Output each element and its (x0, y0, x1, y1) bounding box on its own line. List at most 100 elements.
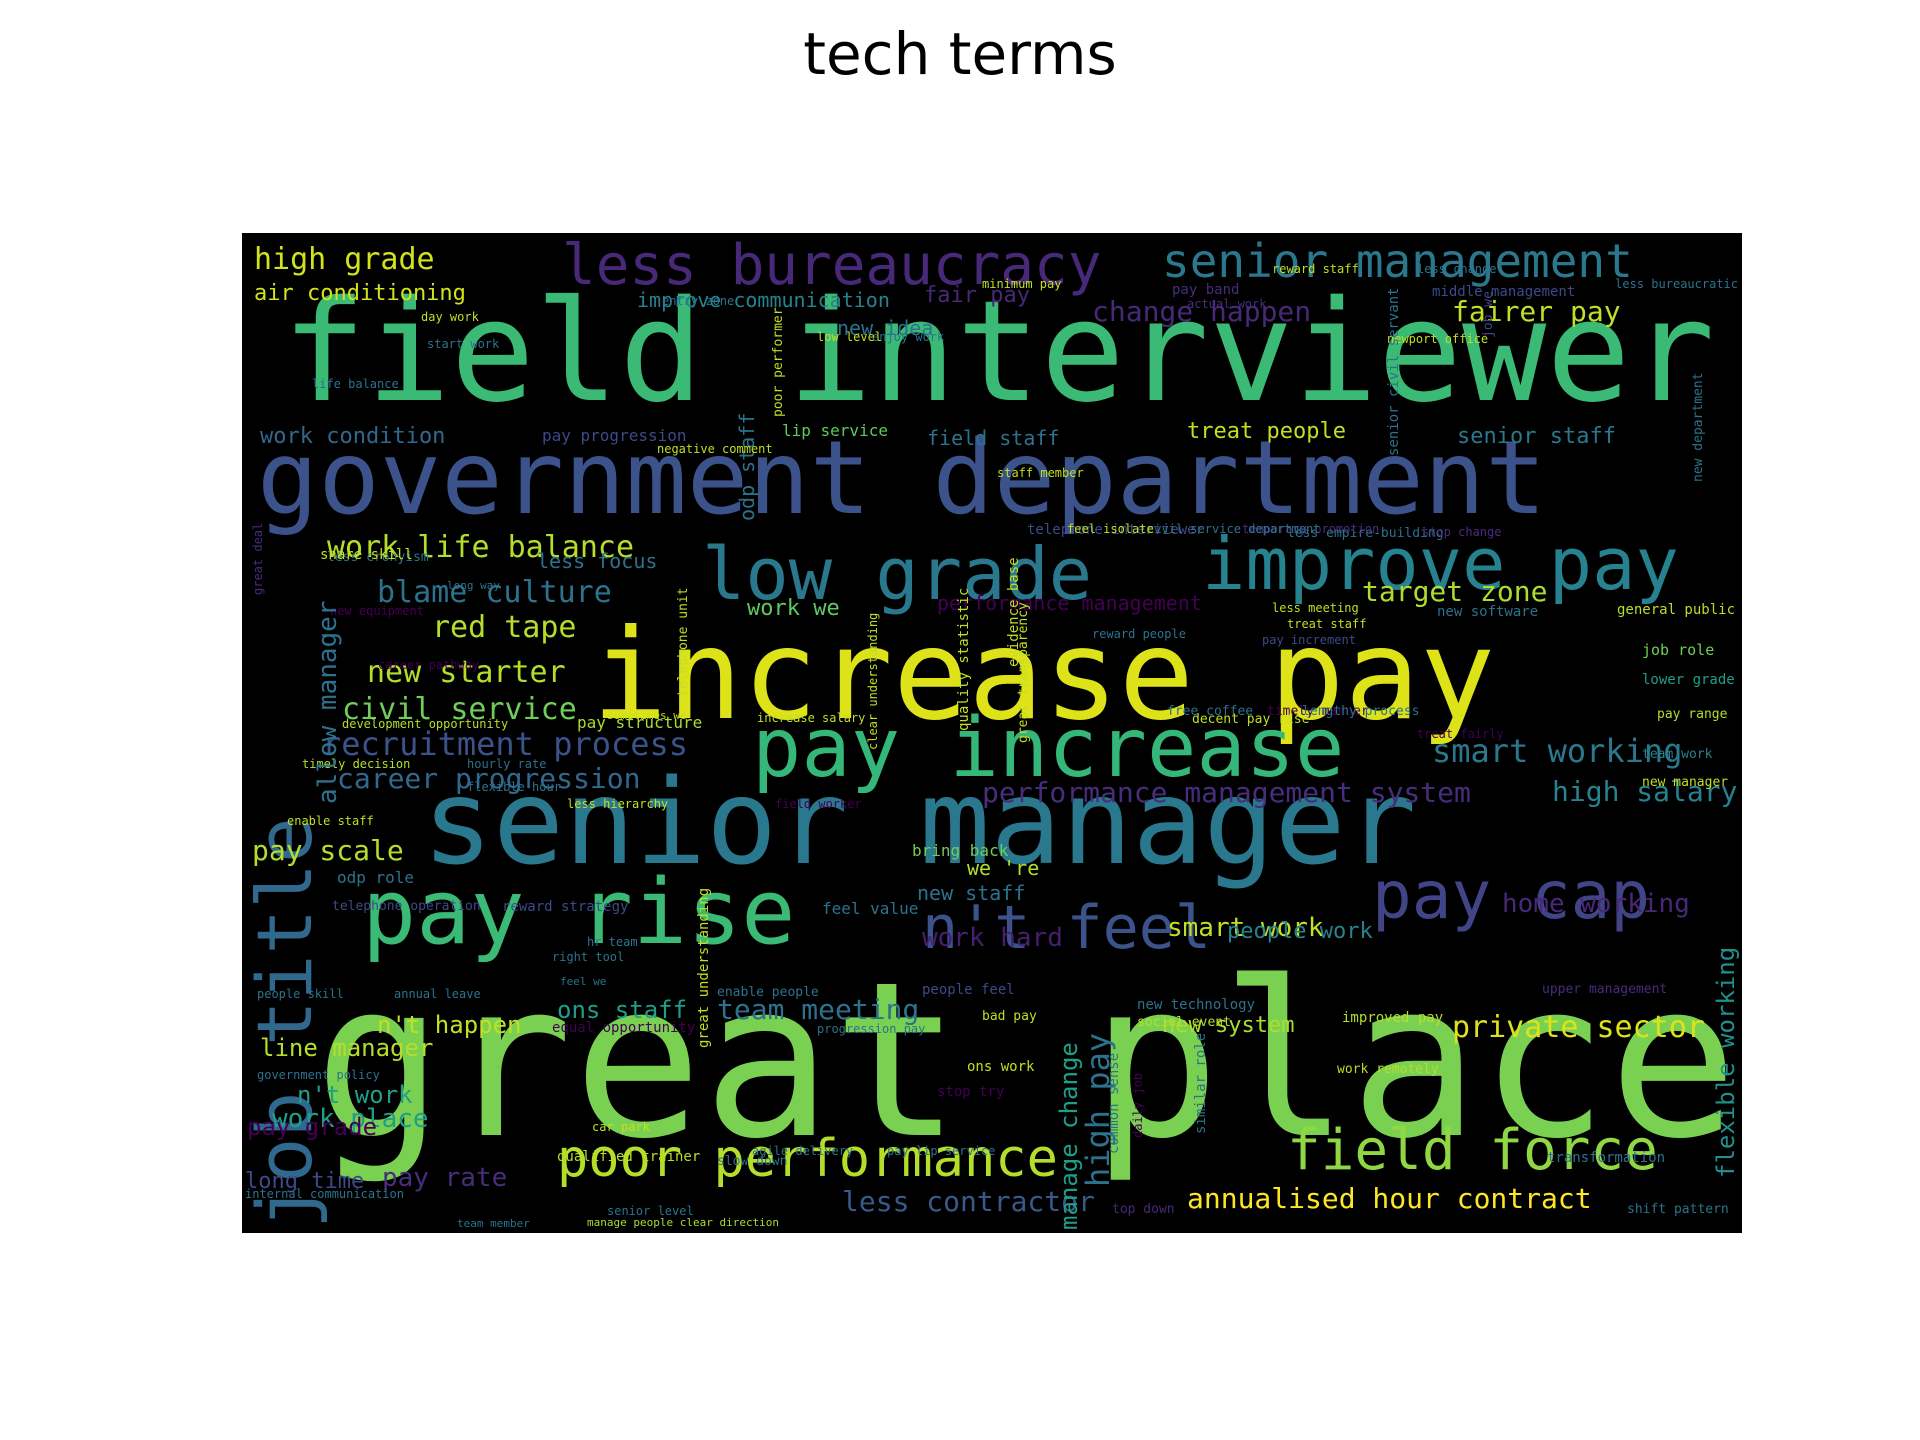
word-cloud-term: car park (592, 1120, 650, 1134)
word-cloud-term: flexible working (1712, 947, 1740, 1179)
word-cloud-term: pay scale (252, 834, 404, 867)
word-cloud-term: work we (747, 596, 840, 621)
word-cloud-term: equal opportunity (552, 1020, 696, 1036)
word-cloud-term: civil service department (1147, 522, 1321, 536)
word-cloud-term: great understanding (696, 887, 712, 1048)
word-cloud-term: smart work (1167, 913, 1324, 943)
word-cloud-term: job title (242, 817, 329, 1229)
word-cloud-term: great transparency (1016, 602, 1031, 744)
word-cloud-term: free coffee (1167, 704, 1254, 719)
word-cloud-term: day work (421, 310, 479, 324)
word-cloud-term: new system (1162, 1013, 1295, 1038)
word-cloud-term: shift pattern (1627, 1202, 1729, 1217)
word-cloud-term: minimum pay (982, 277, 1062, 291)
word-cloud-term: slow down (717, 1154, 788, 1169)
word-cloud-term: poor performer (771, 307, 786, 418)
word-cloud-term: share skill (320, 547, 413, 563)
word-cloud-term: team member (457, 1217, 530, 1230)
word-cloud-term: government policy (257, 1068, 380, 1082)
word-cloud-term: enable people (717, 985, 819, 1000)
word-cloud-term: clear understanding (866, 612, 880, 750)
word-cloud-term: people feel (922, 982, 1015, 998)
word-cloud-term: telephone interviewer (1027, 522, 1205, 538)
word-cloud-term: ons work (967, 1059, 1035, 1075)
word-cloud-term: great place (314, 935, 1738, 1186)
word-cloud-term: treat people (1187, 419, 1346, 444)
word-cloud-term: top down (1112, 1202, 1175, 1217)
word-cloud-term: new equipment (330, 604, 424, 618)
word-cloud-term: team meeting (717, 993, 920, 1026)
word-cloud-term: common sense (1106, 1052, 1122, 1154)
word-cloud-term: smart working (1432, 732, 1683, 770)
word-cloud-term: lower grade (1642, 672, 1735, 688)
word-cloud-term: less empire-building (1287, 526, 1444, 541)
word-cloud-term: odp role (337, 868, 415, 887)
word-cloud-term: stop try (937, 1084, 1005, 1100)
word-cloud-term: reward strategy (502, 899, 629, 915)
word-cloud-term: lip service (782, 421, 888, 440)
word-cloud-term: civil service (342, 692, 577, 727)
word-cloud-term: pay cap (1372, 857, 1651, 934)
word-cloud-term: temporary promotion (1242, 522, 1380, 536)
word-cloud-term: senior level (607, 1204, 694, 1218)
word-cloud-term: treat staff (1287, 617, 1367, 631)
word-cloud-term: feel isolate (1067, 522, 1154, 536)
word-cloud-term: less bureaucracy (562, 233, 1102, 298)
word-cloud-term: line manager (260, 1034, 434, 1062)
word-cloud-term: blame culture (377, 575, 612, 610)
word-cloud-term: poor performance (557, 1129, 1058, 1189)
word-cloud-term: field interviewer (282, 271, 1715, 434)
word-cloud-term: work place (272, 1104, 429, 1134)
word-cloud-term: odp staff (735, 412, 759, 521)
word-cloud-term: career pathway (378, 658, 480, 672)
word-cloud-term: people work (1227, 919, 1373, 944)
word-cloud-term: feel value (822, 899, 919, 918)
word-cloud-term: internal communication (245, 1187, 404, 1201)
word-cloud-term: less focus (537, 549, 658, 573)
word-cloud-term: life balance (312, 377, 399, 391)
word-cloud-term: social event (1137, 1015, 1231, 1030)
word-cloud-term: less hierarchy (567, 797, 669, 811)
word-cloud-term: performance management system (982, 776, 1471, 809)
word-cloud-term: work condition (260, 424, 446, 449)
word-cloud-term: development opportunity (342, 717, 509, 731)
word-cloud-term: change happen (1092, 295, 1312, 328)
word-cloud-term: n't happen (377, 1011, 522, 1039)
word-cloud-term: less meeting (1272, 601, 1359, 615)
word-cloud-term: n't feel (922, 893, 1211, 963)
word-cloud-term: telephone unit (676, 587, 691, 698)
word-cloud-term: work hard (922, 923, 1063, 953)
word-cloud-term: similar role (1193, 1032, 1209, 1134)
word-cloud-term: new department (1691, 372, 1706, 483)
word-cloud-term: low level (817, 330, 883, 344)
word-cloud-term: job we (1481, 290, 1496, 338)
word-cloud-term: field staff (927, 426, 1060, 450)
word-cloud-term: pay increment (1262, 633, 1356, 647)
word-cloud-term: staff member (997, 466, 1084, 480)
word-cloud-term: home working (1502, 889, 1690, 919)
word-cloud-term: less contractor (842, 1185, 1095, 1218)
word-cloud-term: pay structure (577, 713, 703, 732)
word-cloud-term: decent pay rise (1192, 712, 1310, 727)
word-cloud-term: improve pay (1202, 522, 1679, 606)
word-cloud-term: lengthy process (1302, 704, 1420, 719)
word-cloud-term: hourly rate (467, 757, 547, 771)
word-cloud-term: team work (1642, 747, 1713, 762)
word-cloud-term: progression pay (817, 1022, 926, 1036)
word-cloud-term: low grade (702, 532, 1093, 616)
word-cloud-term: less change (1417, 262, 1497, 276)
word-cloud-term: negative comment (657, 442, 773, 456)
chart-title: tech terms (803, 20, 1117, 88)
word-cloud-term: long way (447, 579, 500, 592)
word-cloud-term: manage change (1055, 1042, 1083, 1231)
word-cloud-term: actual work (1187, 297, 1267, 311)
word-cloud-term: upper management (1542, 982, 1668, 997)
word-cloud-term: enable staff (287, 814, 374, 828)
word-cloud-term: daily job (1131, 1072, 1145, 1138)
word-cloud-term: annual leave (394, 987, 481, 1001)
word-cloud-term: ons staff (557, 996, 688, 1024)
word-cloud-term: enjoy work (872, 330, 945, 344)
word-cloud-term: pay band (1172, 282, 1240, 298)
word-cloud-term: entry zone (662, 294, 735, 308)
word-cloud-term: improve communication (637, 288, 890, 312)
